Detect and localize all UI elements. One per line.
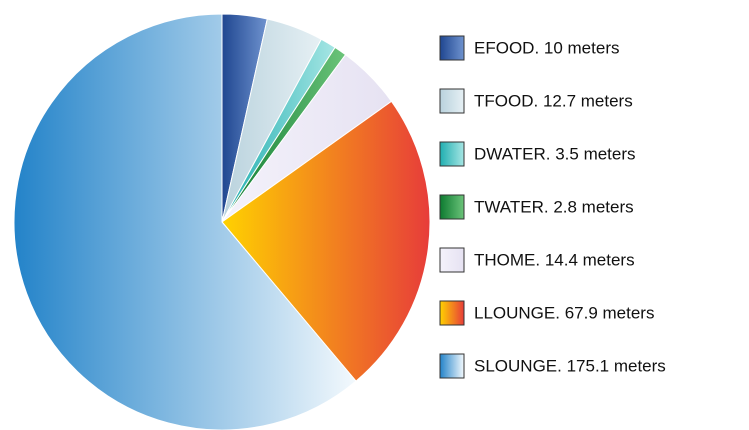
legend-swatch [439,194,465,220]
legend-swatch [439,141,465,167]
pie-slice [221,100,431,382]
legend-swatch [439,300,465,326]
legend-label: DWATER. 3.5 meters [474,144,636,163]
legend-swatch [439,353,465,379]
pie-slice [13,13,357,430]
legend-label: TWATER. 2.8 meters [474,197,634,216]
legend-swatch [439,35,465,61]
legend-label: LLOUNGE. 67.9 meters [474,303,654,322]
legend-swatch [439,247,465,273]
legend-label: THOME. 14.4 meters [474,250,635,269]
legend-label: EFOOD. 10 meters [474,38,619,57]
legend-label: TFOOD. 12.7 meters [474,91,633,110]
legend-swatch [439,88,465,114]
legend-label: SLOUNGE. 175.1 meters [474,356,666,375]
